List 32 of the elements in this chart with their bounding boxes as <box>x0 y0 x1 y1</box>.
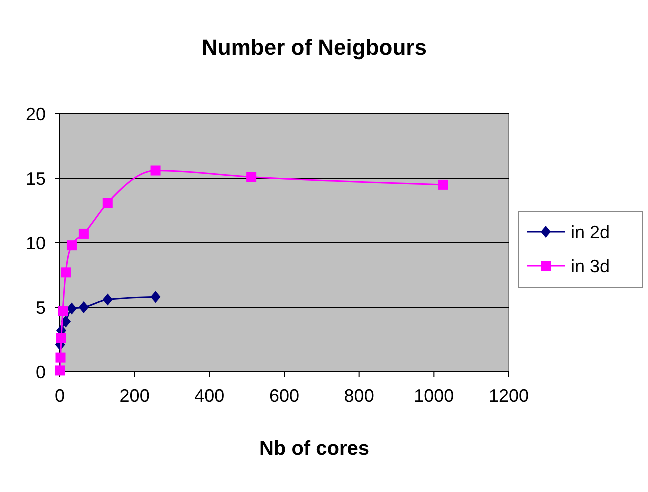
point <box>60 316 71 328</box>
chart-title: Number of Neigbours <box>202 35 427 60</box>
point <box>55 366 66 376</box>
x-tick-label: 0 <box>54 386 66 406</box>
point <box>78 228 89 239</box>
point <box>78 302 89 314</box>
x-tick-label: 400 <box>194 386 225 406</box>
y-tick-label: 20 <box>26 104 46 124</box>
point <box>102 198 113 208</box>
x-tick-label: 200 <box>120 386 150 406</box>
x-tick-label: 600 <box>269 386 300 406</box>
point <box>150 291 161 304</box>
legend-label: in 3d <box>571 256 610 276</box>
x-tick-label: 1000 <box>414 386 454 406</box>
point <box>66 240 77 251</box>
legend-label: in 2d <box>571 222 610 242</box>
point <box>438 180 448 190</box>
x-tick-label: 800 <box>344 386 374 406</box>
point <box>56 352 66 363</box>
y-tick-label: 0 <box>36 362 46 382</box>
point <box>60 268 71 278</box>
y-tick-label: 15 <box>26 168 46 189</box>
point <box>246 172 257 182</box>
x-tick-label: 1200 <box>488 386 530 406</box>
point <box>66 302 77 315</box>
point <box>56 333 66 344</box>
x-axis-title: Nb of cores <box>259 438 370 460</box>
y-tick-label: 10 <box>26 233 46 254</box>
point <box>58 306 68 316</box>
y-tick-label: 5 <box>36 298 46 318</box>
point <box>102 294 113 306</box>
point <box>150 166 161 176</box>
